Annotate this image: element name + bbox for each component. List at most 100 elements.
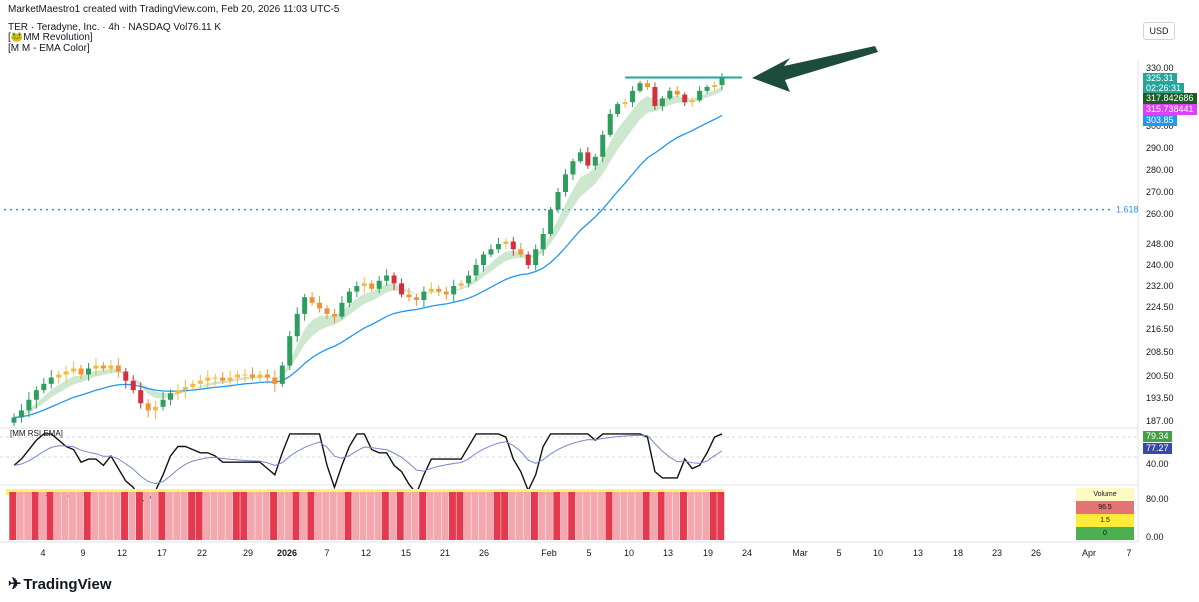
rsi-title: [MM RSI EMA] [10,429,63,438]
price-tick-label: 260.00 [1146,209,1174,219]
price-tick-label: 240.00 [1146,260,1174,270]
mf-bar [687,492,695,540]
mf-bar [478,492,486,540]
mf-bar [113,492,121,540]
mf-bar [76,492,84,540]
candle-body [659,98,665,106]
candle-body [317,302,323,309]
tradingview-logo[interactable]: ✈ TradingView [8,574,112,594]
candle-body [264,374,270,378]
mf-bar [143,492,151,540]
mf-bar [441,492,449,540]
mf-bar [456,492,464,540]
mf-bar [486,492,494,540]
mf-bar [359,492,367,540]
mf-bar [91,492,99,540]
time-axis-label: 24 [742,548,752,558]
candle-body [533,249,539,265]
fib-level-label: 1.618 [1116,205,1139,215]
candle-body [56,374,62,378]
candle-body [510,241,516,250]
mf-bar [68,492,76,540]
mf-bar [61,492,69,540]
time-axis-label: 9 [80,548,85,558]
mf-bar [352,492,360,540]
candle-body [458,283,464,286]
candle-body [689,100,695,103]
candle-body [443,291,449,295]
volume-table-row-2: 1.5 [1076,514,1134,527]
rsi-tag-a: 79.34 [1143,431,1172,442]
volume-table: Volume 96.5 1.5 0 [1076,488,1134,540]
candle-body [86,368,92,375]
mf-bar [128,492,136,540]
mf-bar [46,492,54,540]
mf-bar [434,492,442,540]
rsi-ema-line [13,434,723,485]
time-axis-label: 29 [243,548,253,558]
volume-table-row-1: 96.5 [1076,501,1134,514]
time-axis-label: 15 [401,548,411,558]
price-tick-label: 224.50 [1146,302,1174,312]
candle-body [525,254,531,265]
mf-bar [560,492,568,540]
mf-bar [247,492,255,540]
mf-bar [135,492,143,540]
mf-bar [217,492,225,540]
candle-body [451,286,457,295]
time-axis-label: Feb [541,548,557,558]
mf-bar [240,492,248,540]
mf-bar [277,492,285,540]
mf-bar [717,492,725,540]
candle-body [130,380,136,391]
candle-body [644,83,650,87]
symbol-info[interactable]: TER · Teradyne, Inc. · 4h · NASDAQ Vol76… [8,22,222,33]
mf-bar [426,492,434,540]
candle-body [346,291,352,303]
candle-body [399,283,405,295]
mf-bar [344,492,352,540]
mf-bar [545,492,553,540]
mf-bar [583,492,591,540]
candle-body [592,156,598,166]
candle-body [26,399,32,411]
candle-body [249,374,255,378]
indicator-label-revolution[interactable]: [🐸MM Revolution] [8,32,93,43]
mf-bar [329,492,337,540]
mf-bar [657,492,665,540]
candle-body [205,377,211,381]
candle-body [600,134,606,157]
mf-bar [553,492,561,540]
candle-body [503,241,509,244]
mf-bar [605,492,613,540]
candle-body [712,85,718,87]
candle-body [138,390,144,404]
candle-body [212,377,218,379]
time-axis-label: 2026 [277,548,297,558]
mf-bar [575,492,583,540]
time-axis-label: 26 [479,548,489,558]
mf-bar [39,492,47,540]
candle-body [93,365,99,369]
candle-body [339,302,345,317]
candle-body [71,368,77,372]
mf-bar [307,492,315,540]
candle-body [272,377,278,384]
mf-bar [396,492,404,540]
mf-bar [150,492,158,540]
mf-bar [173,492,181,540]
currency-button[interactable]: USD [1143,22,1175,40]
candle-body [324,308,330,314]
candle-body [406,294,412,298]
indicator-label-ema-color[interactable]: [M M - EMA Color] [8,43,90,54]
candle-body [331,313,337,317]
candle-body [428,288,434,292]
candle-body [197,380,203,384]
mf-bar [337,492,345,540]
mf-bar [620,492,628,540]
time-axis-label: 23 [992,548,1002,558]
mf-bar [516,492,524,540]
candle-body [481,254,487,265]
mf-bar [24,492,32,540]
